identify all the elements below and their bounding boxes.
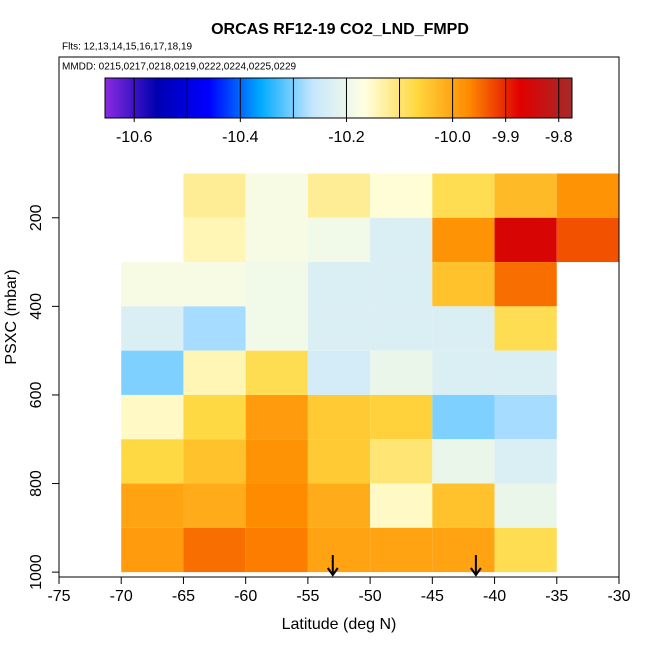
plot-frame — [58, 56, 620, 578]
heatmap-cell — [494, 350, 557, 395]
heatmap-cell — [307, 262, 371, 307]
heatmap-cell — [370, 394, 433, 440]
heatmap-cell — [307, 394, 371, 440]
y-tick-label: 200 — [28, 204, 45, 231]
heatmap-cell — [432, 394, 495, 440]
chart-title: ORCAS RF12-19 CO2_LND_FMPD — [211, 21, 469, 38]
colorbar-tick-label: -10.2 — [328, 129, 365, 146]
colorbar-tick-label: -10.6 — [116, 129, 153, 146]
heatmap-cell — [370, 306, 433, 351]
x-tick-label: -75 — [47, 588, 70, 605]
heatmap-cell — [245, 483, 308, 528]
annotation: MMDD: 0215,0217,0218,0219,0222,0224,0225… — [62, 62, 297, 73]
heatmap-cell — [245, 350, 308, 395]
colorbar-tick-label: -10.0 — [434, 129, 471, 146]
x-tick-label: -70 — [110, 588, 133, 605]
heatmap-cell — [183, 439, 246, 484]
heatmap-cell — [121, 439, 184, 484]
heatmap-cell — [494, 527, 557, 573]
heatmap-cell — [183, 350, 246, 395]
heatmap-cell — [370, 350, 433, 395]
heatmap-cell — [370, 217, 433, 263]
heatmap-cell — [494, 217, 557, 263]
heatmap-cell — [245, 527, 308, 573]
x-axis-title: Latitude (deg N) — [282, 616, 397, 633]
heatmap-cell — [432, 527, 495, 573]
heatmap-cell — [307, 350, 371, 395]
heatmap-cell — [307, 306, 371, 351]
heatmap-cell — [183, 262, 246, 307]
heatmap-cell — [121, 262, 184, 307]
heatmap-cell — [494, 483, 557, 528]
x-tick-label: -50 — [359, 588, 382, 605]
heatmap-cell — [370, 483, 433, 528]
heatmap-cell — [556, 217, 619, 263]
x-tick-label: -30 — [607, 588, 630, 605]
subtitle: Flts: 12,13,14,15,16,17,18,19 — [62, 42, 193, 53]
y-axis-title: PSXC (mbar) — [3, 269, 20, 364]
heatmap-cell — [494, 306, 557, 351]
heatmap-cell — [432, 173, 495, 218]
heatmap-cell — [307, 173, 371, 218]
heatmap-cell — [432, 483, 495, 528]
heatmap-cell — [121, 350, 184, 395]
heatmap-cell — [183, 483, 246, 528]
heatmap-cell — [183, 306, 246, 351]
heatmap-cell — [307, 527, 371, 573]
heatmap-cell — [121, 527, 184, 573]
colorbar — [104, 77, 573, 119]
heatmap-cell — [121, 483, 184, 528]
colorbar-tick-label: -10.4 — [222, 129, 259, 146]
heatmap-cell — [245, 217, 308, 263]
heatmap-cell — [494, 439, 557, 484]
heatmap-cell — [494, 173, 557, 218]
arrow — [326, 555, 339, 577]
x-tick-label: -55 — [296, 588, 319, 605]
y-tick-label: 600 — [28, 382, 45, 409]
y-tick-label: 400 — [28, 293, 45, 320]
x-tick-label: -60 — [234, 588, 257, 605]
x-tick-label: -65 — [172, 588, 195, 605]
colorbar-tick-label: -9.9 — [492, 129, 520, 146]
heatmap-cell — [370, 173, 433, 218]
heatmap-cell — [307, 217, 371, 263]
heatmap-cell — [494, 262, 557, 307]
heatmap-cell — [432, 217, 495, 263]
heatmap-cell — [432, 262, 495, 307]
heatmap-cell — [432, 306, 495, 351]
heatmap-cell — [245, 262, 308, 307]
heatmap-cell — [494, 394, 557, 440]
heatmap-cell — [121, 306, 184, 351]
heatmap-cell — [370, 262, 433, 307]
heatmap-cell — [370, 527, 433, 573]
colorbar-tick-label: -9.8 — [545, 129, 573, 146]
heatmap-cell — [183, 173, 246, 218]
heatmap-cell — [183, 217, 246, 263]
heatmap-cell — [183, 527, 246, 573]
heatmap-cell — [370, 439, 433, 484]
heatmap-cell — [121, 394, 184, 440]
y-tick-label: 1000 — [28, 554, 45, 590]
heatmap-cell — [307, 483, 371, 528]
arrow — [470, 555, 482, 577]
heatmap-cell — [307, 439, 371, 484]
heatmap-cell — [432, 350, 495, 395]
heatmap-cell — [432, 439, 495, 484]
heatmap-cell — [245, 439, 308, 484]
heatmap-cell — [245, 306, 308, 351]
heatmap-cell — [183, 394, 246, 440]
x-tick-label: -35 — [545, 588, 568, 605]
y-tick-label: 800 — [28, 470, 45, 497]
x-tick-label: -40 — [483, 588, 506, 605]
heatmap-cell — [245, 173, 308, 218]
heatmap-cell — [556, 173, 619, 218]
heatmap-cell — [245, 394, 308, 440]
x-tick-label: -45 — [421, 588, 444, 605]
